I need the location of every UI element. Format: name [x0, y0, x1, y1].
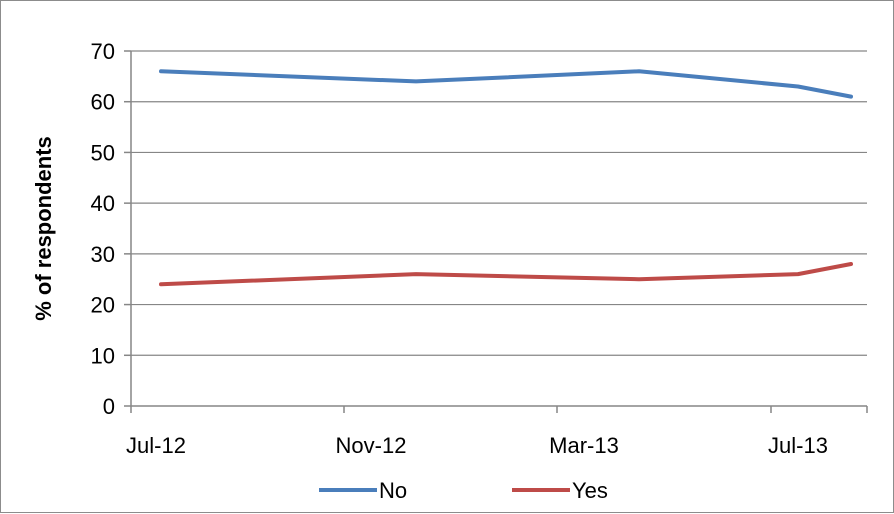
y-tick-label: 60 [91, 90, 115, 115]
x-tick-label: Jul-13 [768, 433, 828, 458]
y-tick-label: 10 [91, 343, 115, 368]
series-line-yes [159, 262, 853, 287]
y-axis-title: % of respondents [31, 136, 56, 321]
axes [130, 51, 867, 407]
series-lines [159, 69, 853, 287]
x-tick-label: Jul-12 [126, 433, 186, 458]
y-tick-label: 20 [91, 293, 115, 318]
y-tick-label: 50 [91, 140, 115, 165]
y-tick-label: 40 [91, 191, 115, 216]
legend-label-no: No [379, 478, 407, 503]
x-tick-label: Nov-12 [336, 433, 407, 458]
legend: No Yes [319, 478, 608, 503]
series-line-no [159, 69, 853, 99]
y-axis-ticks: 0 10 20 30 40 50 60 70 [91, 39, 131, 419]
x-tick-label: Mar-13 [549, 433, 619, 458]
y-tick-label: 0 [103, 394, 115, 419]
y-tick-label: 30 [91, 242, 115, 267]
legend-label-yes: Yes [572, 478, 608, 503]
x-axis-ticks: Jul-12 Nov-12 Mar-13 Jul-13 [126, 406, 868, 458]
gridlines [131, 50, 867, 356]
y-tick-label: 70 [91, 39, 115, 64]
